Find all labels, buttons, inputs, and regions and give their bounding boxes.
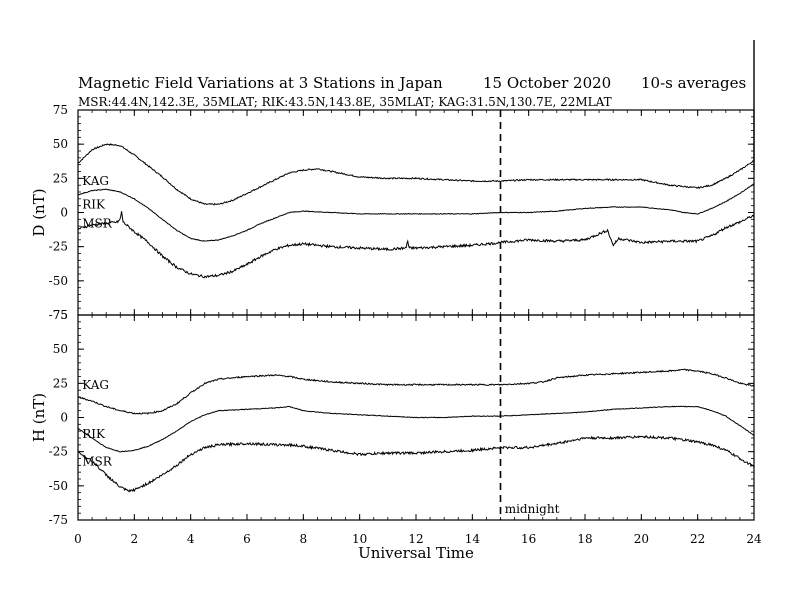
x-axis-title: Universal Time	[358, 544, 474, 562]
series-rik-h	[77, 405, 755, 453]
x-tick-label: 22	[690, 532, 705, 546]
station-label-msr: MSR	[82, 217, 113, 231]
series-kag-d	[77, 143, 755, 206]
x-tick-label: 12	[408, 532, 423, 546]
series-kag-h	[77, 368, 755, 415]
station-label-rik: RIK	[82, 427, 106, 441]
x-tick-label: 14	[465, 532, 481, 546]
series-rik-d	[77, 183, 755, 242]
y-tick-label: -75	[49, 308, 68, 322]
x-tick-label: 4	[187, 532, 195, 546]
x-tick-label: 18	[577, 532, 592, 546]
x-tick-label: 2	[131, 532, 139, 546]
station-label-kag: KAG	[82, 174, 109, 188]
x-tick-label: 20	[634, 532, 649, 546]
y-tick-label: 0	[60, 206, 68, 220]
y-tick-label: -50	[49, 479, 68, 493]
chart-title: Magnetic Field Variations at 3 Stations …	[78, 74, 443, 92]
y-tick-label: 0	[60, 411, 68, 425]
y-tick-label: 50	[53, 137, 68, 151]
station-label-kag: KAG	[82, 378, 109, 392]
series-msr-h	[77, 434, 755, 493]
y-tick-label: 25	[53, 376, 68, 390]
station-label-rik: RIK	[82, 197, 106, 211]
y-tick-label: -25	[49, 240, 68, 254]
y-axis-title: H (nT)	[30, 393, 48, 442]
y-tick-label: -50	[49, 274, 68, 288]
y-axis-title: D (nT)	[30, 188, 48, 236]
y-tick-label: -25	[49, 445, 68, 459]
x-tick-label: 6	[243, 532, 251, 546]
y-tick-label: -75	[49, 513, 68, 527]
x-tick-label: 24	[746, 532, 762, 546]
x-tick-label: 16	[521, 532, 536, 546]
series-msr-d	[77, 211, 755, 279]
panel-D: 75 50 25 0 -25 -50 -75 D (nT) KAG RIK MSR	[30, 103, 755, 322]
y-tick-label: 50	[53, 342, 68, 356]
panels-group: 75 50 25 0 -25 -50 -75 D (nT) KAG RIK MSR 75 50 25 0 -2…	[30, 40, 762, 562]
plot-frame	[77, 109, 755, 316]
x-tick-label: 0	[74, 532, 82, 546]
midnight-label: midnight	[505, 502, 560, 516]
x-tick-label: 10	[352, 532, 367, 546]
chart-date: 15 October 2020	[483, 74, 611, 92]
y-tick-label: 75	[53, 308, 68, 322]
y-tick-label: 75	[53, 103, 68, 117]
station-coordinates: MSR:44.4N,142.3E, 35MLAT; RIK:43.5N,143.…	[78, 95, 612, 109]
y-tick-label: 25	[53, 171, 68, 185]
chart-averaging: 10-s averages	[641, 74, 746, 92]
station-label-msr: MSR	[82, 454, 113, 468]
x-tick-label: 8	[300, 532, 308, 546]
